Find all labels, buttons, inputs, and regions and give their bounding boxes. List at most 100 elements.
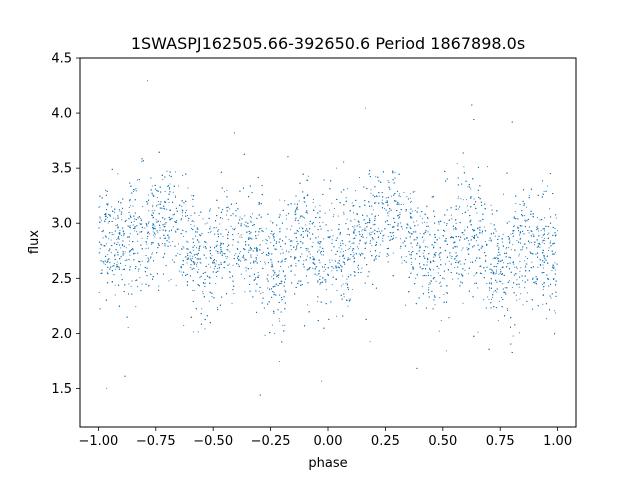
data-point bbox=[415, 239, 417, 241]
data-point bbox=[555, 217, 557, 219]
data-point bbox=[342, 283, 344, 285]
data-point bbox=[204, 328, 206, 330]
data-point bbox=[543, 190, 545, 193]
data-point bbox=[113, 211, 116, 213]
data-point bbox=[98, 206, 100, 208]
data-point bbox=[128, 226, 131, 228]
data-point bbox=[190, 227, 193, 229]
data-point bbox=[364, 107, 367, 109]
data-point bbox=[124, 259, 126, 261]
data-point bbox=[115, 218, 117, 220]
data-point bbox=[270, 241, 272, 243]
data-point bbox=[528, 194, 530, 196]
data-point bbox=[398, 217, 400, 219]
data-point bbox=[101, 244, 103, 246]
data-point bbox=[524, 214, 526, 217]
data-point bbox=[182, 174, 184, 177]
data-point bbox=[172, 240, 174, 242]
data-point bbox=[290, 229, 292, 231]
data-point bbox=[146, 203, 148, 205]
data-point bbox=[240, 234, 242, 236]
data-point bbox=[420, 246, 422, 248]
data-point bbox=[260, 292, 262, 294]
data-point bbox=[437, 272, 439, 274]
data-point bbox=[136, 286, 139, 288]
data-point bbox=[227, 249, 229, 251]
data-point bbox=[273, 233, 275, 235]
data-point bbox=[270, 220, 272, 222]
data-point bbox=[228, 263, 230, 265]
data-point bbox=[265, 243, 267, 245]
data-point bbox=[454, 267, 456, 269]
data-point bbox=[518, 255, 520, 257]
data-point bbox=[183, 324, 185, 326]
data-point bbox=[455, 222, 457, 225]
data-point bbox=[186, 240, 188, 242]
data-point bbox=[157, 204, 159, 206]
data-point bbox=[273, 291, 275, 293]
data-point bbox=[111, 232, 113, 234]
data-point bbox=[182, 264, 185, 266]
data-point bbox=[494, 273, 496, 275]
data-point bbox=[440, 259, 442, 261]
data-point bbox=[445, 224, 448, 226]
data-point bbox=[346, 218, 348, 220]
data-point bbox=[365, 229, 367, 231]
data-point bbox=[312, 198, 314, 201]
data-point bbox=[354, 190, 357, 192]
data-point bbox=[432, 269, 434, 271]
data-point bbox=[515, 202, 517, 204]
data-point bbox=[399, 211, 401, 213]
data-point bbox=[250, 249, 252, 251]
data-point bbox=[370, 189, 372, 191]
data-point bbox=[378, 230, 380, 232]
data-point bbox=[519, 270, 521, 272]
data-point bbox=[279, 266, 282, 268]
data-point bbox=[194, 245, 196, 247]
data-point bbox=[281, 283, 283, 285]
data-point bbox=[321, 254, 323, 256]
data-point bbox=[312, 241, 314, 244]
data-point bbox=[537, 266, 539, 268]
data-point bbox=[208, 263, 210, 265]
data-point bbox=[352, 251, 354, 253]
data-point bbox=[291, 225, 293, 227]
data-point bbox=[285, 218, 287, 220]
data-point bbox=[486, 166, 489, 168]
data-point bbox=[331, 259, 333, 261]
data-point bbox=[467, 273, 470, 275]
data-point bbox=[217, 252, 219, 254]
data-point bbox=[400, 196, 402, 198]
data-point bbox=[265, 228, 267, 230]
data-point bbox=[543, 256, 545, 258]
data-point bbox=[122, 254, 124, 256]
data-point bbox=[536, 225, 538, 227]
data-point bbox=[543, 233, 545, 236]
data-point bbox=[381, 199, 383, 201]
data-point bbox=[135, 280, 137, 282]
data-point bbox=[488, 239, 490, 241]
data-point bbox=[203, 246, 205, 248]
data-point bbox=[361, 267, 363, 269]
data-point bbox=[495, 230, 497, 232]
data-point bbox=[338, 247, 340, 249]
data-point bbox=[303, 260, 305, 262]
data-point bbox=[141, 237, 143, 239]
data-point bbox=[421, 218, 423, 220]
data-point bbox=[379, 252, 381, 254]
data-point bbox=[191, 257, 193, 259]
data-point bbox=[317, 236, 319, 238]
data-point bbox=[192, 289, 194, 291]
data-point bbox=[322, 221, 324, 223]
data-point bbox=[111, 265, 113, 267]
data-point bbox=[297, 208, 299, 211]
data-point bbox=[166, 208, 168, 210]
data-point bbox=[211, 255, 213, 257]
data-point bbox=[388, 210, 390, 212]
data-point bbox=[139, 276, 141, 279]
data-point bbox=[450, 257, 452, 259]
data-point bbox=[353, 212, 355, 214]
data-point bbox=[439, 282, 441, 284]
data-point bbox=[284, 289, 286, 291]
data-point bbox=[147, 202, 149, 204]
